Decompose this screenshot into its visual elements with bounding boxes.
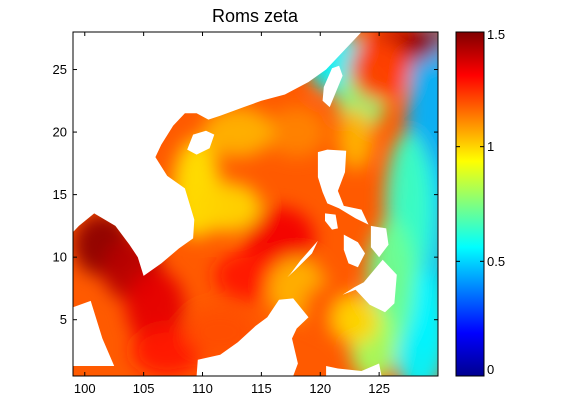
y-tick-label: 5	[60, 312, 67, 327]
field-blob	[214, 250, 285, 301]
chart-title: Roms zeta	[212, 6, 299, 26]
land-polygon	[317, 149, 369, 225]
field-blob	[332, 294, 380, 345]
field-blob	[125, 269, 185, 345]
x-tick-label: 105	[133, 381, 155, 396]
colorbar-tick-label: 0.5	[487, 254, 505, 269]
land-polygon	[325, 213, 338, 230]
field-blob	[202, 107, 274, 158]
land-polygon	[326, 363, 382, 376]
y-tick-label: 15	[53, 187, 67, 202]
field-blob	[190, 182, 262, 233]
land-polygon	[196, 298, 309, 376]
plot-area	[73, 32, 438, 376]
x-tick-label: 115	[251, 381, 272, 396]
plot-frame	[72, 31, 439, 377]
land-polygon	[73, 300, 115, 366]
land-polygon	[342, 259, 397, 313]
field-blob	[131, 325, 203, 376]
land-polygon	[326, 32, 342, 41]
colorbar-tick-label: 0	[487, 362, 494, 377]
land-polygon	[287, 240, 318, 278]
colorbar	[455, 31, 485, 377]
land-polygon	[73, 32, 362, 276]
field-blob	[267, 107, 327, 158]
y-tick-label: 20	[53, 125, 67, 140]
land-polygon	[343, 234, 365, 268]
field-blob	[408, 32, 438, 51]
field-blob	[349, 38, 409, 101]
land-mask	[73, 32, 397, 376]
y-tick-label: 25	[53, 62, 67, 77]
x-tick-label: 120	[309, 381, 331, 396]
x-tick-label: 125	[368, 381, 390, 396]
land-polygon	[187, 130, 215, 155]
y-tick-label: 10	[53, 250, 67, 265]
x-tick-label: 100	[74, 381, 96, 396]
field-blob	[337, 107, 374, 170]
colorbar-tick-label: 1.5	[487, 27, 505, 42]
colorbar-tick-label: 1	[487, 139, 494, 154]
land-polygon	[322, 65, 343, 108]
land-polygon	[370, 225, 389, 258]
x-tick-label: 110	[192, 381, 213, 396]
